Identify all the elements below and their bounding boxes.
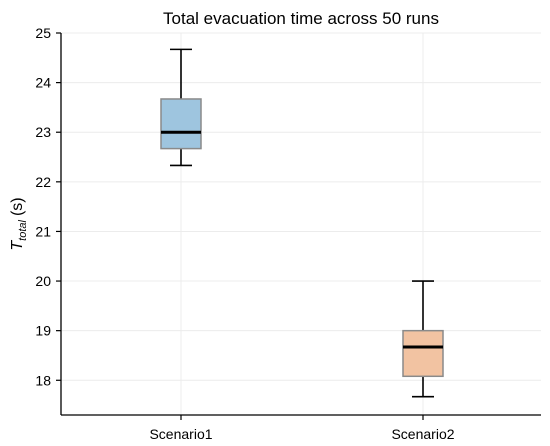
y-tick-label: 21 [35,223,51,239]
box-series [160,48,444,398]
box-iqr [402,329,444,378]
y-axis-label-unit: (s) [9,197,26,216]
y-tick-label: 23 [35,124,51,140]
chart-title: Total evacuation time across 50 runs [163,9,439,28]
x-tick-label: Scenario1 [149,426,212,442]
y-tick-label: 25 [35,25,51,41]
y-tick-label: 18 [35,372,51,388]
box-scenario1 [160,48,202,167]
y-tick-label: 24 [35,75,51,91]
y-axis-label-subscript: total [17,219,29,240]
x-axis-ticks: Scenario1 Scenario2 [149,415,455,442]
y-axis-label: Ttotal (s) [9,197,29,250]
grid-lines [61,32,541,415]
x-tick-label: Scenario2 [391,426,454,442]
y-axis-ticks: 18 19 20 21 22 23 24 25 [35,25,61,388]
y-axis-label-main: T [9,240,26,251]
y-tick-label: 19 [35,323,51,339]
box-scenario2 [402,280,444,398]
box-iqr [160,98,202,150]
y-tick-label: 20 [35,273,51,289]
y-tick-label: 22 [35,174,51,190]
